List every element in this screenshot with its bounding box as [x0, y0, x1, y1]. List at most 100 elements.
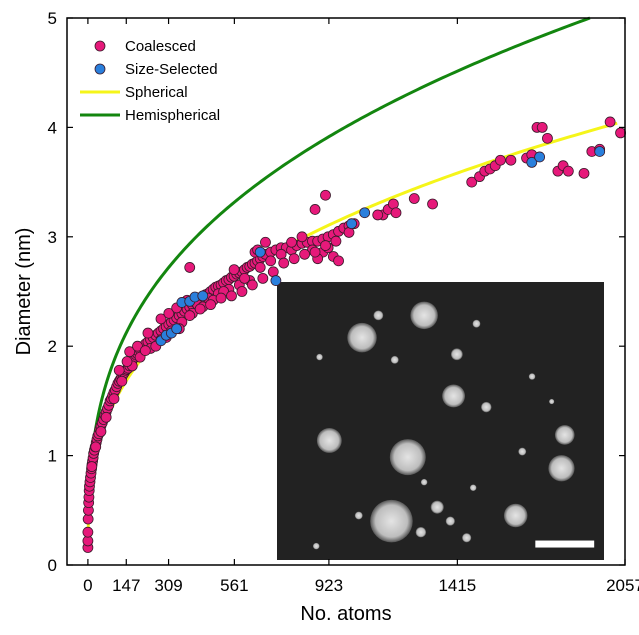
- size-selected-point: [534, 151, 546, 163]
- size-selected-point: [359, 207, 371, 219]
- nanoparticle: [370, 499, 413, 543]
- legend-label: Coalesced: [125, 38, 196, 55]
- inset-background: [277, 282, 604, 560]
- coalesced-point: [82, 526, 94, 538]
- coalesced-point: [246, 279, 258, 291]
- coalesced-point: [254, 262, 266, 273]
- coalesced-point: [95, 426, 107, 437]
- coalesced-point: [278, 257, 290, 269]
- coalesced-point: [299, 248, 311, 260]
- nanoparticle: [389, 439, 426, 476]
- nanoparticle: [430, 500, 444, 514]
- coalesced-point: [226, 290, 237, 302]
- size-selected-point: [171, 323, 183, 335]
- y-tick-label: 3: [48, 228, 57, 247]
- hemispherical-curve: [86, 16, 591, 521]
- axis-ticks: 0 147 309 561 923 1415 2057 0 1 2 3 4 5: [48, 9, 639, 595]
- size-selected-point: [270, 275, 282, 286]
- coalesced-point: [466, 176, 478, 188]
- plot-frame: [66, 17, 626, 566]
- size-selected-point: [594, 146, 606, 157]
- y-tick-label: 2: [48, 337, 57, 356]
- legend-marker: [94, 63, 106, 75]
- coalesced-point: [309, 204, 321, 215]
- scale-bar: [535, 540, 595, 548]
- size-selected-point: [346, 218, 358, 230]
- coalesced-point: [427, 198, 438, 210]
- nanoparticle: [420, 478, 428, 486]
- coalesced-point: [184, 310, 196, 321]
- x-tick-label: 2057: [606, 576, 639, 595]
- nanoparticle: [549, 398, 555, 405]
- coalesced-point: [155, 313, 167, 325]
- coalesced-point: [163, 307, 175, 319]
- nanoparticle: [415, 526, 427, 538]
- nanoparticle: [469, 484, 477, 491]
- coalesced-point: [236, 286, 248, 297]
- x-tick-label: 0: [83, 576, 92, 595]
- legend-label: Spherical: [125, 84, 188, 101]
- coalesced-point: [330, 235, 342, 247]
- coalesced-point: [320, 189, 331, 201]
- nanoparticle: [503, 503, 528, 528]
- coalesced-point: [139, 345, 151, 356]
- coalesced-point: [121, 356, 133, 367]
- coalesced-point: [113, 364, 125, 376]
- nanoparticle: [347, 322, 377, 353]
- nanoparticle: [462, 533, 472, 543]
- coalesced-point: [604, 116, 616, 128]
- coalesced-point: [536, 122, 548, 133]
- coalesced-point: [286, 236, 297, 248]
- coalesced-point: [215, 292, 227, 304]
- x-axis-label: No. atoms: [300, 603, 391, 625]
- nanoparticle: [354, 511, 363, 520]
- coalesced-point: [495, 154, 506, 166]
- legend-marker: [94, 40, 106, 52]
- nanoparticle: [528, 373, 536, 380]
- scatter-points: [82, 116, 626, 553]
- coalesced-point: [239, 272, 250, 284]
- nanoparticle: [410, 301, 438, 330]
- nanoparticle: [373, 310, 384, 321]
- nanoparticle: [442, 384, 466, 408]
- nanoparticle: [518, 447, 527, 456]
- legend-label: Hemispherical: [125, 107, 220, 124]
- nanoparticle: [472, 319, 481, 328]
- coalesced-point: [108, 393, 120, 405]
- coalesced-point: [408, 193, 420, 204]
- y-axis-label: Diameter (nm): [13, 228, 35, 356]
- x-tick-label: 147: [112, 576, 140, 595]
- coalesced-point: [142, 327, 154, 339]
- size-selected-point: [526, 157, 538, 168]
- nanoparticle: [445, 516, 455, 526]
- coalesced-point: [309, 246, 321, 258]
- coalesced-point: [333, 255, 344, 267]
- x-tick-label: 1415: [438, 576, 476, 595]
- coalesced-point: [124, 346, 136, 358]
- coalesced-point: [390, 207, 402, 219]
- coalesced-point: [194, 303, 206, 315]
- x-tick-label: 561: [220, 576, 248, 595]
- x-tick-label: 923: [315, 576, 343, 595]
- nanoparticle: [548, 455, 575, 482]
- nanoparticle: [312, 542, 320, 550]
- tem-inset-image: [277, 282, 604, 560]
- size-selected-point: [197, 290, 209, 302]
- nanoparticle: [316, 353, 323, 361]
- coalesced-point: [265, 255, 277, 267]
- coalesced-point: [116, 375, 128, 387]
- nanoparticle: [554, 425, 575, 445]
- coalesced-point: [562, 165, 574, 177]
- y-tick-label: 4: [48, 118, 57, 137]
- coalesced-point: [90, 441, 102, 453]
- coalesced-point: [505, 154, 517, 166]
- x-tick-label: 309: [154, 576, 182, 595]
- y-tick-label: 1: [48, 447, 57, 466]
- legend: Coalesced Size-Selected Spherical Hemispher…: [80, 38, 220, 124]
- y-tick-label: 5: [48, 9, 57, 28]
- coalesced-point: [86, 461, 98, 472]
- nanoparticle: [450, 348, 463, 361]
- nanoparticle: [316, 428, 342, 453]
- coalesced-point: [296, 231, 308, 243]
